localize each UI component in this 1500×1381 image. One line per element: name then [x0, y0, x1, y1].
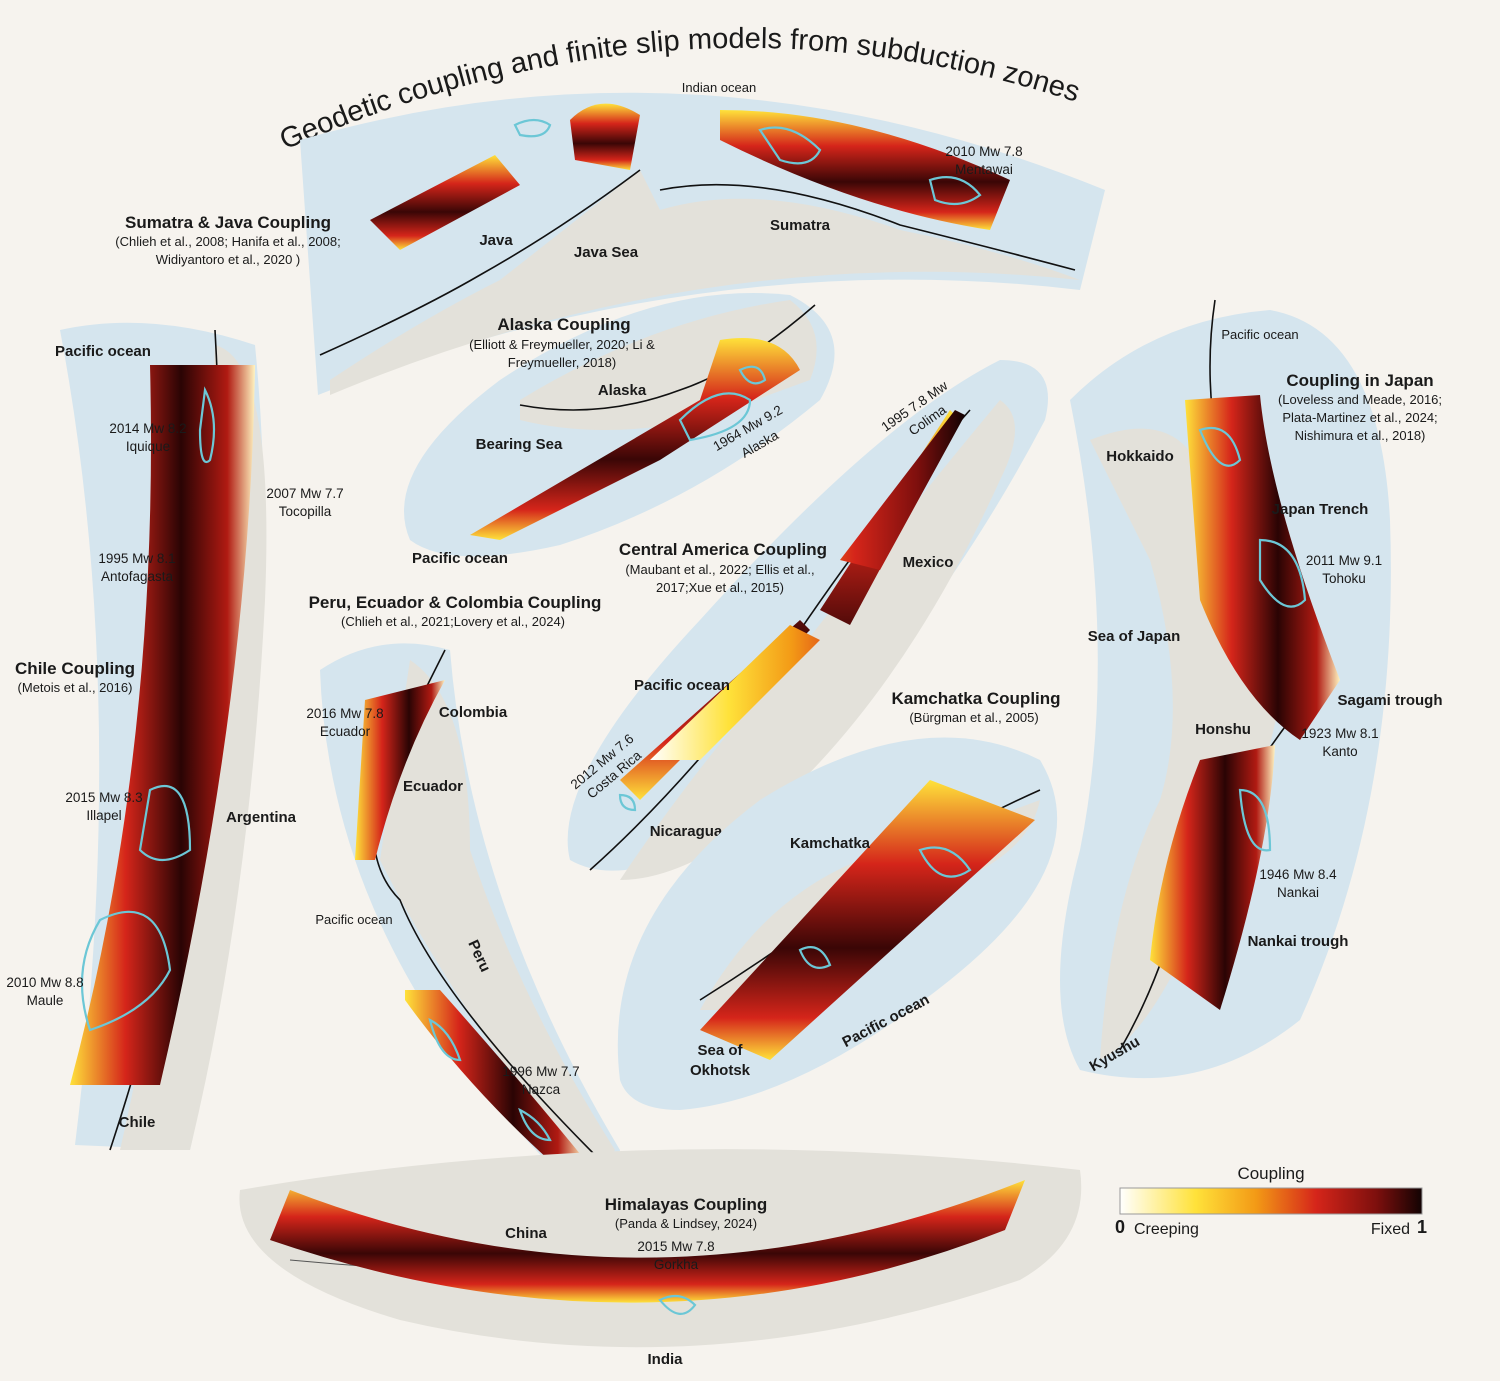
colorbar-gradient [1119, 1187, 1423, 1215]
quake-label: 1995 Mw 8.1 [98, 551, 175, 566]
place-label: Hokkaido [1106, 448, 1174, 465]
place-label: Argentina [226, 809, 297, 826]
peru-panel [320, 643, 620, 1189]
citation: Plata-Martinez et al., 2024; [1282, 410, 1437, 425]
place-label: Japan Trench [1272, 501, 1369, 518]
citation: 2017;Xue et al., 2015) [656, 580, 784, 595]
citation: (Chlieh et al., 2008; Hanifa et al., 200… [115, 234, 340, 249]
colorbar: Coupling 0 Creeping Fixed 1 [1115, 1164, 1427, 1238]
citation: Nishimura et al., 2018) [1295, 428, 1426, 443]
quake-label: 2014 Mw 8.2 [109, 421, 186, 436]
quake-label: 2016 Mw 7.8 [306, 706, 383, 721]
chile-panel [60, 322, 267, 1151]
citation: Widiyantoro et al., 2020 ) [156, 252, 301, 267]
quake-label: Gorkha [654, 1257, 699, 1272]
alaska-panel [404, 293, 835, 557]
place-label: Nankai trough [1248, 933, 1349, 950]
citation: Freymueller, 2018) [508, 355, 616, 370]
place-label: Pacific ocean [1221, 327, 1298, 342]
quake-label: Antofagasta [101, 569, 174, 584]
quake-label: 2011 Mw 9.1 [1306, 553, 1382, 568]
citation: (Chlieh et al., 2021;Lovery et al., 2024… [341, 614, 565, 629]
citation: (Maubant et al., 2022; Ellis et al., [625, 562, 814, 577]
quake-label: Mentawai [955, 162, 1013, 177]
place-label: Indian ocean [682, 80, 756, 95]
quake-label: Tohoku [1322, 571, 1366, 586]
citation: (Elliott & Freymueller, 2020; Li & [469, 337, 655, 352]
place-label: Nicaragua [650, 823, 723, 840]
place-label: Java [479, 232, 513, 249]
place-label: Java Sea [574, 244, 639, 261]
quake-label: Ecuador [320, 724, 371, 739]
place-label: India [647, 1351, 683, 1368]
central-america-panel [567, 360, 1048, 880]
panel-title: Central America Coupling [619, 540, 827, 559]
quake-label: 2010 Mw 8.8 [6, 975, 83, 990]
panel-title: Himalayas Coupling [605, 1195, 767, 1214]
panel-title: Kamchatka Coupling [891, 689, 1060, 708]
colorbar-max: 1 [1417, 1217, 1427, 1237]
panel-title: Chile Coupling [15, 659, 135, 678]
place-label: Colombia [439, 704, 508, 721]
panel-title: Peru, Ecuador & Colombia Coupling [309, 593, 602, 612]
quake-label: 1946 Mw 8.4 [1259, 867, 1337, 882]
panel-title: Coupling in Japan [1286, 371, 1433, 390]
quake-label: 1996 Mw 7.7 [502, 1064, 579, 1079]
place-label: Pacific ocean [315, 912, 392, 927]
kamchatka-panel [617, 737, 1058, 1110]
place-label: Ecuador [403, 778, 463, 795]
citation: (Bürgman et al., 2005) [909, 710, 1038, 725]
place-label: Chile [119, 1114, 156, 1131]
sumatra-panel [300, 92, 1105, 395]
place-label: Bearing Sea [476, 436, 563, 453]
place-label: Sagami trough [1337, 692, 1442, 709]
place-label: Kamchatka [790, 835, 871, 852]
quake-label: Nankai [1277, 885, 1319, 900]
quake-label: 2007 Mw 7.7 [266, 486, 343, 501]
citation: (Panda & Lindsey, 2024) [615, 1216, 757, 1231]
place-label: Pacific ocean [412, 550, 508, 567]
quake-label: Tocopilla [279, 504, 332, 519]
colorbar-min-label: Creeping [1134, 1221, 1199, 1238]
quake-label: 2015 Mw 7.8 [637, 1239, 714, 1254]
place-label: Pacific ocean [55, 343, 151, 360]
colorbar-max-label: Fixed [1371, 1221, 1410, 1238]
quake-label: Nazca [522, 1082, 561, 1097]
place-label: Sea of Japan [1088, 628, 1181, 645]
place-label: Alaska [598, 382, 647, 399]
panel-title: Alaska Coupling [497, 315, 630, 334]
quake-label: Illapel [86, 808, 121, 823]
place-label: Honshu [1195, 721, 1251, 738]
place-label: Sea of [697, 1042, 743, 1059]
place-label: Okhotsk [690, 1062, 751, 1079]
citation: (Metois et al., 2016) [18, 680, 133, 695]
place-label: Mexico [903, 554, 954, 571]
quake-label: 1923 Mw 8.1 [1301, 726, 1378, 741]
panel-title: Sumatra & Java Coupling [125, 213, 331, 232]
colorbar-title: Coupling [1237, 1164, 1304, 1183]
japan-panel [1060, 299, 1391, 1079]
quake-label: Iquique [126, 439, 170, 454]
quake-label: 2010 Mw 7.8 [945, 144, 1022, 159]
quake-label: Maule [27, 993, 64, 1008]
place-label: Pacific ocean [634, 677, 730, 694]
quake-label: Kanto [1322, 744, 1357, 759]
himalaya-panel [239, 1149, 1082, 1348]
citation: (Loveless and Meade, 2016; [1278, 392, 1442, 407]
colorbar-min: 0 [1115, 1217, 1125, 1237]
place-label: China [505, 1225, 547, 1242]
quake-label: 2015 Mw 8.3 [65, 790, 142, 805]
place-label: Sumatra [770, 217, 831, 234]
